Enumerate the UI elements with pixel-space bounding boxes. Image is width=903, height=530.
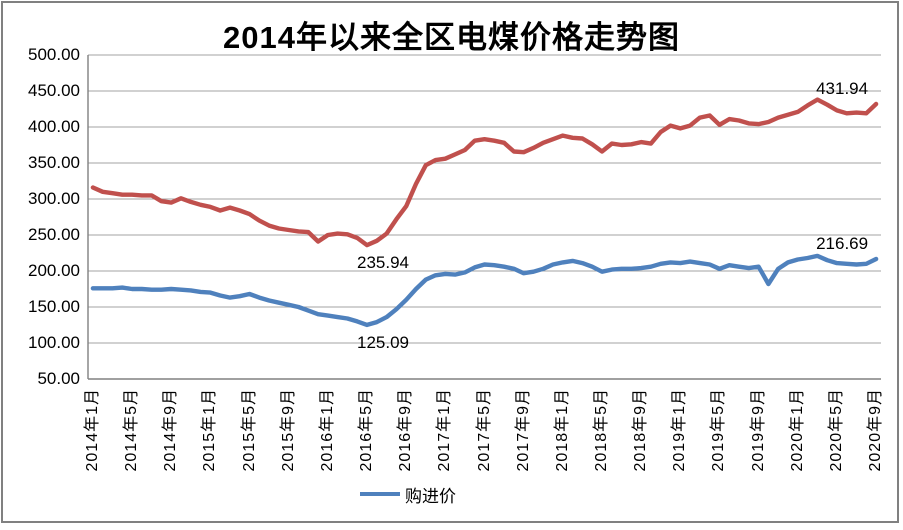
x-axis-tick-label: 2014年9月 bbox=[162, 388, 180, 472]
x-axis-tick-label: 2014年1月 bbox=[83, 388, 101, 472]
red-series-line bbox=[90, 97, 879, 248]
x-axis-tick-label: 2018年1月 bbox=[553, 388, 571, 472]
chart-title: 2014年以来全区电煤价格走势图 bbox=[223, 20, 680, 55]
data-point-label: 216.69 bbox=[816, 233, 869, 253]
y-axis-tick-label: 50.00 bbox=[37, 369, 80, 388]
y-axis-tick-label: 400.00 bbox=[28, 117, 80, 136]
x-axis-tick-label: 2017年5月 bbox=[475, 388, 493, 472]
x-axis-tick-label: 2014年5月 bbox=[123, 388, 141, 472]
x-axis-tick-label: 2019年9月 bbox=[749, 388, 767, 472]
legend-line-marker bbox=[360, 492, 400, 496]
legend: 购进价 bbox=[360, 483, 456, 506]
x-axis-tick-label: 2019年5月 bbox=[710, 388, 728, 472]
y-axis-tick-label: 300.00 bbox=[28, 189, 80, 208]
data-point-label: 235.94 bbox=[357, 253, 410, 273]
x-axis-tick-label: 2020年5月 bbox=[827, 388, 845, 472]
x-axis-tick-label: 2017年9月 bbox=[514, 388, 532, 472]
x-axis-tick-label: 2018年9月 bbox=[632, 388, 650, 472]
x-axis-tick-label: 2016年1月 bbox=[318, 388, 336, 472]
y-axis-tick-label: 450.00 bbox=[28, 81, 80, 100]
y-axis-tick-label: 500.00 bbox=[28, 45, 80, 64]
data-point-label: 431.94 bbox=[816, 79, 869, 98]
chart-outer-border bbox=[1, 1, 899, 523]
x-axis-tick-label: 2020年1月 bbox=[788, 388, 806, 472]
x-axis-tick-label: 2015年5月 bbox=[240, 388, 258, 472]
y-axis-tick-label: 100.00 bbox=[28, 333, 80, 352]
x-axis-tick-label: 2015年9月 bbox=[279, 388, 297, 472]
y-axis-tick-label: 200.00 bbox=[28, 261, 80, 280]
y-axis-tick-label: 250.00 bbox=[28, 225, 80, 244]
x-axis-tick-label: 2019年1月 bbox=[671, 388, 689, 472]
data-point-label: 125.09 bbox=[357, 332, 410, 352]
y-axis-tick-label: 150.00 bbox=[28, 297, 80, 316]
y-axis-tick-label: 350.00 bbox=[28, 153, 80, 172]
x-axis-tick-label: 2020年9月 bbox=[867, 388, 885, 472]
blue-purchase-price-series-line bbox=[90, 253, 879, 328]
x-axis-tick-label: 2018年5月 bbox=[592, 388, 610, 472]
legend-label: 购进价 bbox=[405, 486, 456, 506]
x-axis-tick-label: 2015年1月 bbox=[201, 388, 219, 472]
